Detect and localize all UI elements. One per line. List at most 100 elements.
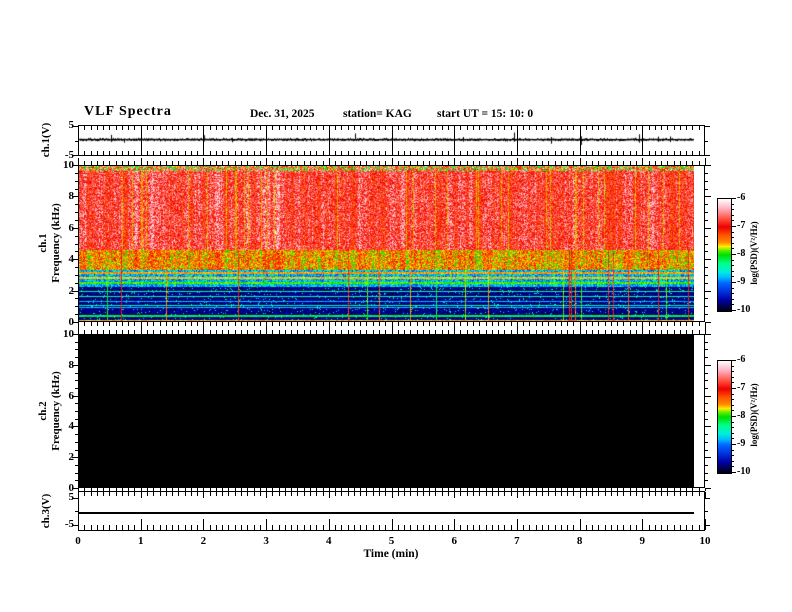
tick-mark <box>75 314 78 315</box>
tick-mark <box>479 161 480 165</box>
tick-mark <box>222 151 223 155</box>
tick-label: 8 <box>576 535 583 547</box>
tick-mark <box>373 126 374 130</box>
tick-mark <box>732 466 734 467</box>
tick-mark <box>191 126 192 130</box>
tick-mark <box>467 492 468 496</box>
tick-mark <box>297 492 298 496</box>
tick-mark <box>732 237 734 238</box>
tick-mark <box>291 492 292 496</box>
tick-mark <box>197 488 198 491</box>
tick-mark <box>536 161 537 165</box>
tick-mark <box>417 330 418 334</box>
tick-mark <box>153 151 154 155</box>
tick-mark <box>680 151 681 155</box>
tick-mark <box>185 151 186 155</box>
tick-mark <box>329 492 330 498</box>
tick-mark <box>636 492 637 496</box>
tick-mark <box>705 419 708 420</box>
tick-mark <box>354 151 355 155</box>
tick-mark <box>536 322 537 326</box>
tick-mark <box>542 151 543 155</box>
tick-mark <box>228 322 229 326</box>
tick-label: -6 <box>737 354 746 365</box>
tick-mark <box>91 322 92 326</box>
tick-mark <box>97 488 98 491</box>
tick-mark <box>75 511 78 512</box>
tick-mark <box>191 330 192 334</box>
tick-mark <box>417 488 418 491</box>
tick-mark <box>592 151 593 155</box>
tick-mark <box>448 492 449 496</box>
tick-mark <box>285 161 286 165</box>
tick-mark <box>435 488 436 491</box>
tick-mark <box>705 457 711 458</box>
tick-mark <box>341 492 342 496</box>
tick-mark <box>699 525 700 530</box>
tick-label: 10 <box>699 535 711 547</box>
tick-mark <box>636 151 637 155</box>
tick-mark <box>210 488 211 491</box>
tick-mark <box>417 525 418 530</box>
tick-label: -8 <box>737 410 746 421</box>
tick-mark <box>567 488 568 491</box>
tick-mark <box>84 525 85 530</box>
tick-mark <box>580 519 581 530</box>
tick-mark <box>404 161 405 165</box>
tick-mark <box>692 492 693 496</box>
tick-mark <box>667 330 668 334</box>
tick-mark <box>335 126 336 130</box>
tick-mark <box>398 161 399 165</box>
tick-mark <box>153 161 154 165</box>
tick-mark <box>216 525 217 530</box>
tick-mark <box>335 322 336 326</box>
time-axis-label: Time (min) <box>363 548 419 560</box>
tick-mark <box>504 322 505 326</box>
tick-mark <box>385 488 386 491</box>
tick-mark <box>705 173 708 174</box>
tick-mark <box>467 126 468 130</box>
tick-mark <box>705 275 708 276</box>
tick-mark <box>75 411 78 412</box>
tick-mark <box>454 519 455 530</box>
tick-mark <box>84 126 85 130</box>
tick-mark <box>197 322 198 326</box>
tick-mark <box>341 151 342 155</box>
tick-mark <box>692 322 693 326</box>
tick-mark <box>75 141 78 142</box>
tick-mark <box>705 396 711 397</box>
tick-mark <box>385 492 386 496</box>
tick-mark <box>266 322 267 329</box>
tick-mark <box>404 525 405 530</box>
tick-mark <box>636 126 637 130</box>
tick-mark <box>561 161 562 165</box>
tick-mark <box>460 322 461 326</box>
tick-mark <box>674 525 675 530</box>
tick-mark <box>580 488 581 491</box>
tick-mark <box>392 519 393 530</box>
tick-mark <box>260 322 261 326</box>
tick-mark <box>611 161 612 165</box>
tick-mark <box>517 488 518 491</box>
tick-mark <box>75 442 78 443</box>
tick-mark <box>75 357 78 358</box>
tick-mark <box>410 322 411 326</box>
tick-mark <box>617 126 618 130</box>
tick-mark <box>73 498 78 499</box>
tick-mark <box>97 330 98 334</box>
tick-label: -9 <box>737 276 746 287</box>
tick-mark <box>623 330 624 334</box>
tick-mark <box>166 488 167 491</box>
tick-mark <box>417 151 418 155</box>
tick-mark <box>109 322 110 326</box>
tick-mark <box>732 232 734 233</box>
tick-mark <box>247 126 248 130</box>
tick-mark <box>78 327 79 334</box>
tick-mark <box>561 330 562 334</box>
tick-mark <box>692 330 693 334</box>
tick-mark <box>172 525 173 530</box>
tick-mark <box>379 525 380 530</box>
tick-mark <box>222 322 223 326</box>
ch1-spectrogram-canvas <box>79 166 694 321</box>
tick-mark <box>692 151 693 155</box>
